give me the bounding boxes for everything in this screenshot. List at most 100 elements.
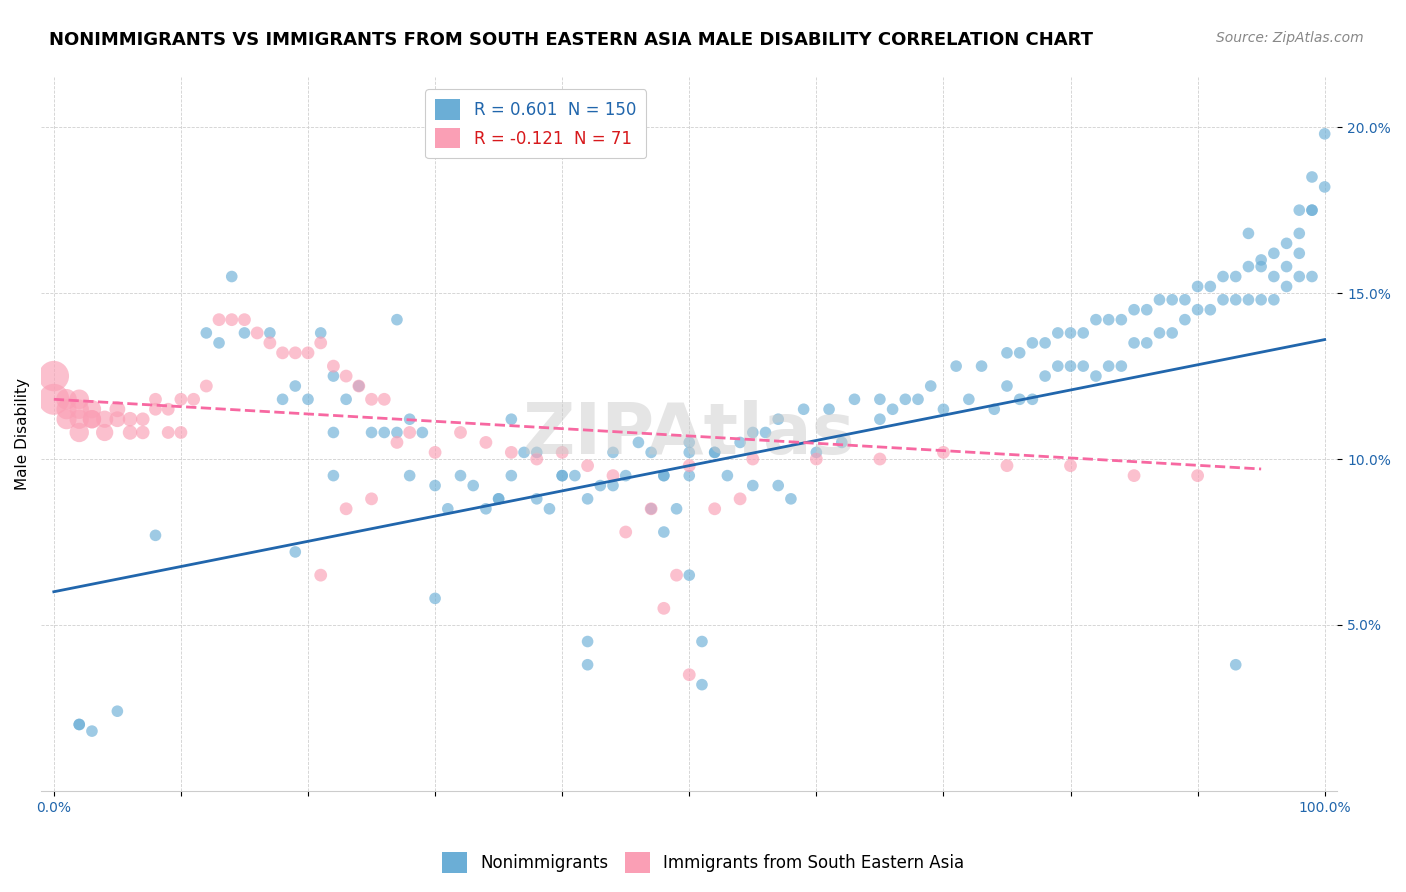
Point — [259, 335, 281, 350]
Point — [42, 369, 65, 384]
Point — [1301, 169, 1323, 184]
Point — [322, 369, 344, 384]
Point — [67, 425, 90, 440]
Point — [423, 445, 446, 459]
Point — [703, 445, 725, 459]
Point — [1275, 279, 1298, 293]
Point — [132, 412, 155, 426]
Point — [1263, 246, 1285, 260]
Point — [322, 359, 344, 373]
Point — [678, 435, 700, 450]
Point — [1123, 468, 1146, 483]
Point — [347, 379, 370, 393]
Point — [1123, 335, 1146, 350]
Point — [1174, 312, 1197, 326]
Point — [1187, 302, 1209, 317]
Point — [716, 468, 738, 483]
Point — [1161, 326, 1184, 340]
Point — [602, 445, 624, 459]
Point — [640, 501, 662, 516]
Point — [551, 468, 574, 483]
Point — [957, 392, 980, 407]
Point — [576, 657, 599, 672]
Point — [120, 412, 142, 426]
Point — [538, 501, 561, 516]
Point — [55, 412, 77, 426]
Point — [640, 445, 662, 459]
Point — [678, 667, 700, 681]
Point — [423, 591, 446, 606]
Point — [602, 468, 624, 483]
Point — [766, 478, 789, 492]
Point — [1098, 312, 1121, 326]
Point — [360, 392, 382, 407]
Point — [1313, 127, 1336, 141]
Point — [1033, 369, 1056, 384]
Point — [120, 425, 142, 440]
Point — [488, 491, 510, 506]
Point — [1301, 203, 1323, 218]
Point — [145, 402, 167, 417]
Point — [1059, 458, 1081, 473]
Point — [614, 524, 637, 539]
Point — [1187, 279, 1209, 293]
Point — [741, 478, 763, 492]
Point — [347, 379, 370, 393]
Point — [678, 468, 700, 483]
Point — [436, 501, 458, 516]
Point — [309, 568, 332, 582]
Point — [335, 501, 357, 516]
Point — [246, 326, 269, 340]
Point — [576, 458, 599, 473]
Point — [831, 435, 853, 450]
Point — [55, 392, 77, 407]
Point — [1212, 269, 1234, 284]
Point — [766, 412, 789, 426]
Point — [690, 678, 713, 692]
Point — [983, 402, 1005, 417]
Point — [1149, 293, 1171, 307]
Point — [1199, 279, 1222, 293]
Point — [652, 601, 675, 615]
Point — [284, 379, 307, 393]
Point — [1059, 326, 1081, 340]
Point — [703, 445, 725, 459]
Point — [1084, 369, 1107, 384]
Point — [1237, 293, 1260, 307]
Point — [42, 392, 65, 407]
Point — [501, 445, 523, 459]
Point — [703, 501, 725, 516]
Point — [501, 468, 523, 483]
Text: NONIMMIGRANTS VS IMMIGRANTS FROM SOUTH EASTERN ASIA MALE DISABILITY CORRELATION : NONIMMIGRANTS VS IMMIGRANTS FROM SOUTH E… — [49, 31, 1094, 49]
Point — [501, 412, 523, 426]
Point — [463, 478, 485, 492]
Legend: R = 0.601  N = 150, R = -0.121  N = 71: R = 0.601 N = 150, R = -0.121 N = 71 — [426, 89, 647, 159]
Point — [271, 346, 294, 360]
Point — [1111, 312, 1133, 326]
Point — [1263, 269, 1285, 284]
Point — [259, 326, 281, 340]
Point — [80, 412, 103, 426]
Point — [1275, 260, 1298, 274]
Point — [1033, 335, 1056, 350]
Point — [398, 412, 420, 426]
Point — [385, 435, 408, 450]
Point — [67, 717, 90, 731]
Point — [1021, 335, 1043, 350]
Point — [1250, 260, 1272, 274]
Point — [208, 312, 231, 326]
Point — [322, 468, 344, 483]
Point — [373, 425, 395, 440]
Point — [1136, 335, 1159, 350]
Point — [208, 335, 231, 350]
Point — [233, 326, 256, 340]
Point — [690, 634, 713, 648]
Point — [105, 412, 128, 426]
Point — [1046, 326, 1069, 340]
Point — [551, 445, 574, 459]
Point — [1161, 293, 1184, 307]
Point — [1046, 359, 1069, 373]
Point — [869, 452, 891, 467]
Point — [309, 326, 332, 340]
Point — [132, 425, 155, 440]
